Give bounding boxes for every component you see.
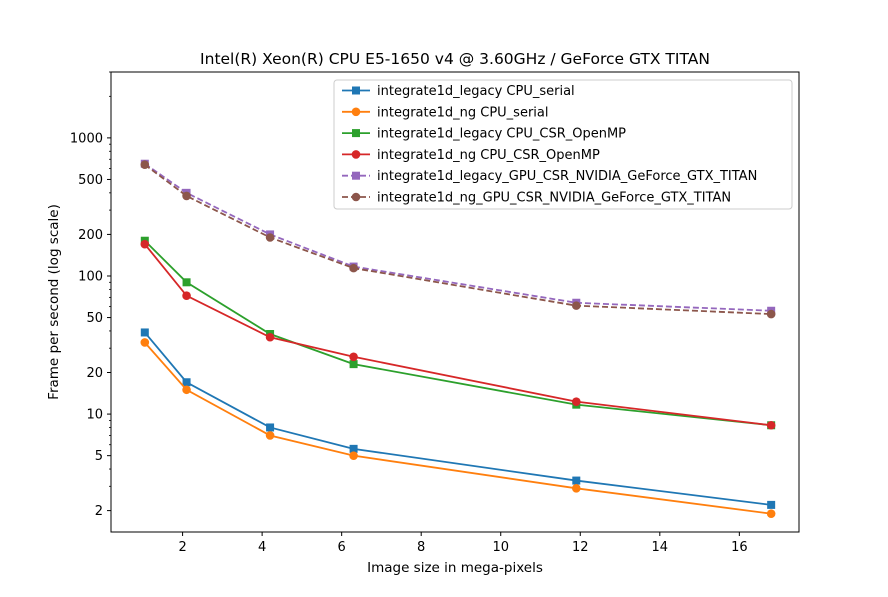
legend-marker — [351, 150, 361, 159]
legend-label: integrate1d_ng_GPU_CSR_NVIDIA_GeForce_GT… — [377, 191, 731, 206]
data-point — [571, 397, 581, 406]
data-point — [140, 338, 150, 347]
data-point — [182, 191, 191, 201]
legend-item: integrate1d_legacy CPU_serial — [342, 84, 575, 99]
data-point — [265, 431, 275, 440]
legend-marker — [351, 192, 361, 202]
data-point — [349, 263, 358, 273]
x-tick-label: 14 — [652, 540, 669, 555]
y-tick-label: 10 — [86, 408, 103, 423]
y-tick-label: 20 — [86, 366, 103, 381]
data-point — [265, 332, 275, 342]
y-axis: 2 5 10 20 50 100 200 500 1000 — [70, 71, 111, 519]
x-axis-label: Image size in mega-pixels — [367, 560, 543, 576]
series-integrate1d-legacy-cpu-csr-openmp — [140, 236, 776, 430]
y-tick-label: 50 — [86, 311, 103, 326]
series-line — [144, 163, 772, 315]
x-tick-label: 6 — [338, 540, 346, 555]
data-point — [182, 385, 191, 395]
data-point — [140, 328, 149, 337]
legend-item: integrate1d_ng CPU_CSR_OpenMP — [342, 148, 600, 163]
y-tick-label: 5 — [95, 449, 103, 464]
chart-title: Intel(R) Xeon(R) CPU E5-1650 v4 @ 3.60GH… — [200, 50, 710, 68]
x-tick-label: 4 — [258, 540, 266, 555]
legend-label: integrate1d_ng CPU_serial — [377, 105, 549, 120]
data-point — [349, 451, 358, 460]
data-point — [140, 160, 150, 169]
data-point — [572, 476, 581, 485]
data-point — [182, 278, 191, 287]
x-tick-label: 8 — [417, 540, 425, 555]
legend-marker — [352, 129, 360, 138]
series-line — [144, 331, 772, 506]
data-point — [349, 360, 358, 369]
plot-area — [110, 71, 800, 533]
legend-box — [333, 79, 793, 210]
data-point — [182, 378, 191, 387]
series-integrate1d-ng-cpu-csr-openmp — [140, 239, 776, 430]
series-integrate1d-ng-cpu-serial — [140, 338, 776, 518]
y-tick-label: 500 — [78, 173, 103, 188]
data-point — [266, 423, 275, 432]
legend-marker — [351, 107, 361, 117]
x-tick-label: 16 — [731, 540, 748, 555]
data-point — [140, 239, 150, 249]
series-line — [144, 162, 772, 312]
data-point — [182, 291, 191, 300]
data-point — [767, 500, 776, 509]
x-axis: 2 4 6 8 10 12 14 16 — [178, 532, 748, 555]
data-point — [571, 484, 581, 493]
data-point — [349, 444, 358, 453]
x-tick-label: 2 — [178, 540, 186, 555]
legend-label: integrate1d_ng CPU_CSR_OpenMP — [377, 148, 600, 163]
legend-marker — [352, 171, 360, 180]
data-point — [766, 309, 776, 319]
series-integrate1d-ng-gpu-csr-nvidia-geforce-gtx-titan — [140, 160, 776, 319]
series-line — [144, 243, 772, 427]
y-tick-label: 1000 — [70, 131, 103, 146]
y-tick-label: 100 — [78, 269, 103, 284]
series-layer — [140, 159, 776, 518]
legend-marker — [352, 86, 360, 95]
series-line — [144, 341, 772, 515]
series-integrate1d-legacy-cpu-serial — [140, 328, 776, 509]
data-point — [265, 233, 275, 242]
data-point — [571, 301, 581, 310]
y-axis-label: Frame per second (log scale) — [46, 204, 62, 400]
legend-item: integrate1d_legacy CPU_CSR_OpenMP — [342, 127, 626, 142]
legend-item: integrate1d_ng CPU_serial — [342, 105, 549, 120]
x-tick-label: 10 — [492, 540, 509, 555]
y-tick-label: 2 — [95, 504, 103, 519]
data-point — [766, 420, 776, 430]
series-line — [144, 240, 772, 427]
legend: integrate1d_legacy CPU_serial integrate1d… — [333, 79, 793, 210]
legend-label: integrate1d_legacy_GPU_CSR_NVIDIA_GeForc… — [377, 169, 757, 184]
y-tick-label: 200 — [78, 228, 103, 243]
legend-label: integrate1d_legacy CPU_CSR_OpenMP — [377, 127, 626, 142]
legend-label: integrate1d_legacy CPU_serial — [377, 84, 575, 99]
data-point — [349, 352, 358, 362]
legend-item: integrate1d_legacy_GPU_CSR_NVIDIA_GeForc… — [342, 169, 757, 184]
plot-frame — [110, 71, 800, 533]
legend-item: integrate1d_ng_GPU_CSR_NVIDIA_GeForce_GT… — [342, 191, 731, 206]
x-tick-label: 12 — [572, 540, 589, 555]
data-point — [766, 509, 776, 518]
